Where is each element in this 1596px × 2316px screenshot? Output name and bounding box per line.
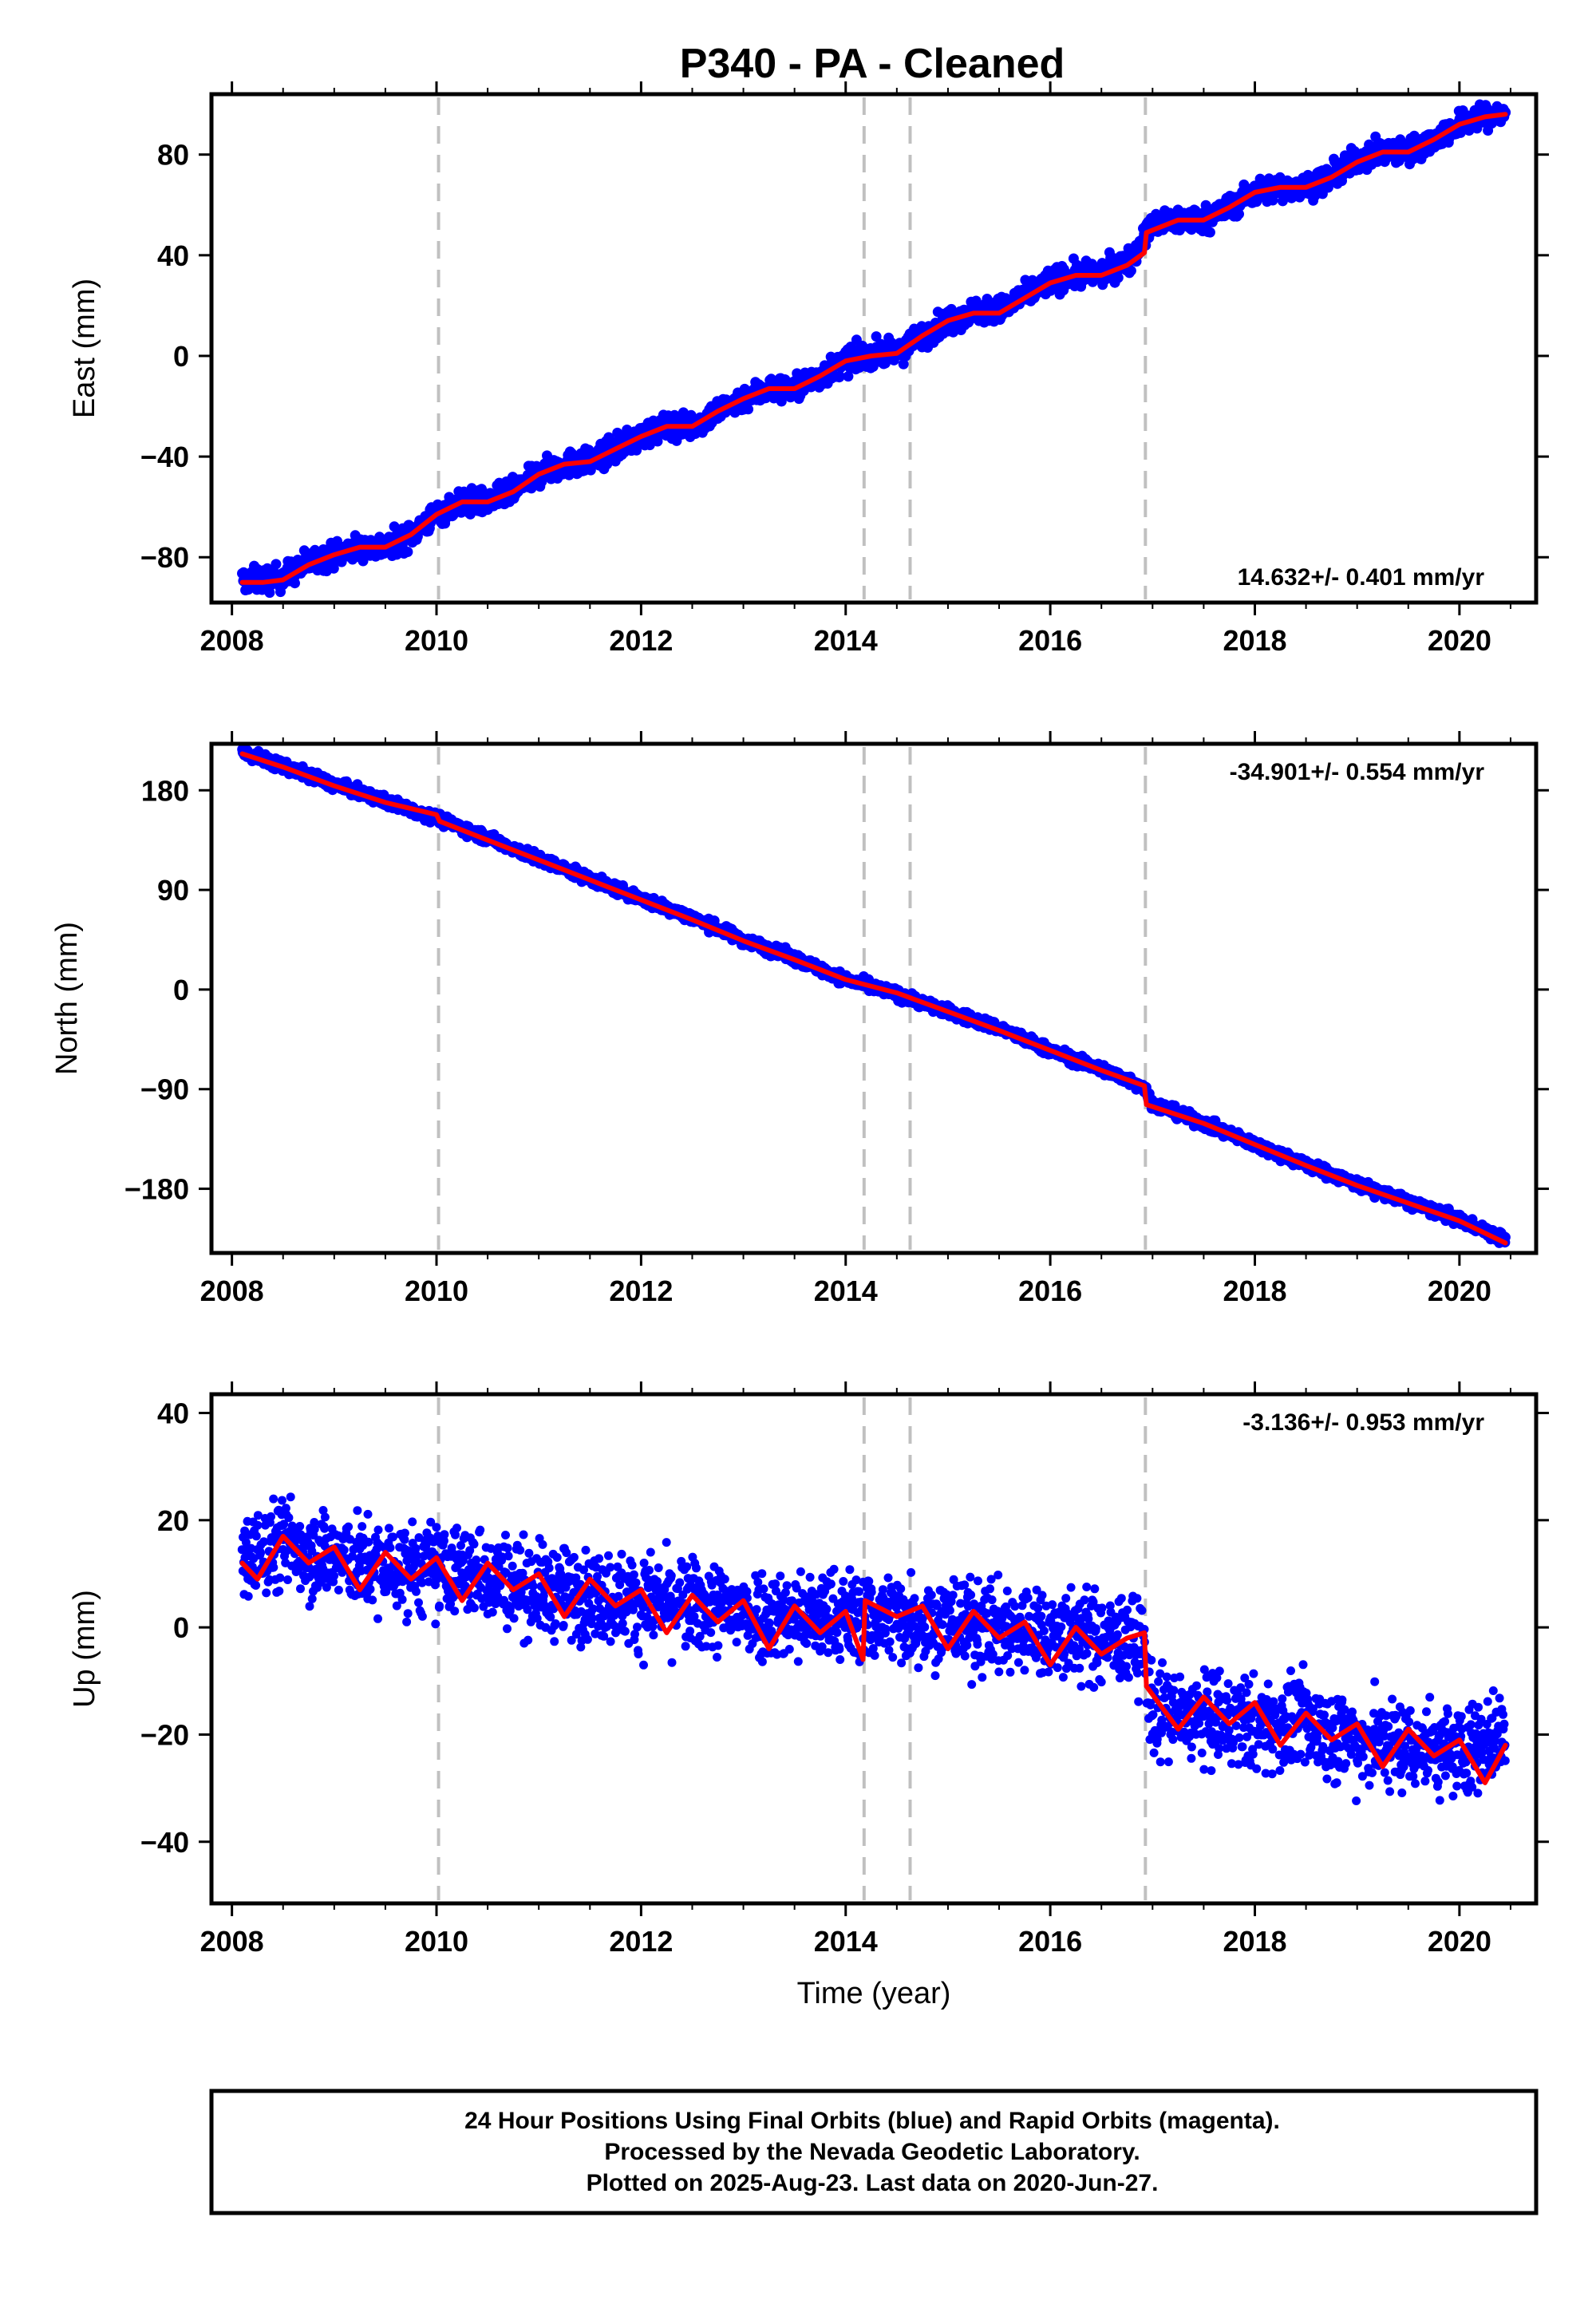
model-line [239,751,1508,1246]
x-tick-label: 2016 [1018,624,1082,657]
y-tick-label: −40 [140,441,189,473]
figure-title: P340 - PA - Cleaned [680,41,1065,87]
y-tick-label: 0 [173,340,189,373]
x-tick-label: 2016 [1018,1275,1082,1307]
x-tick-label: 2020 [1428,1275,1491,1307]
observation-point [240,1553,250,1563]
observation-point [241,1538,251,1547]
east-panel: 2008 2010 2012 2014 2016 2018 2020 −80 −40 0 40 80 E… [68,81,1549,657]
observation-point [652,436,663,447]
observation-point [871,331,882,342]
north-panel: 2008 2010 2012 2014 2016 2018 2020 −180 −90 0 90 18… [50,731,1549,1307]
y-tick-label: −180 [124,1173,189,1206]
model-line [239,112,1508,585]
observation-point [328,563,339,574]
y-tick-label: −80 [140,541,189,574]
observation-point [243,1591,253,1601]
observation-point [566,448,577,459]
observation-point [1112,272,1124,283]
plot-area [237,1492,1510,1805]
axes-frame [209,92,1539,605]
y-tick-label: 180 [141,774,189,807]
observation-point [1204,227,1215,238]
axes-frame [209,741,1539,1255]
x-tick-label: 2008 [200,624,264,657]
observation-point [389,521,400,532]
x-tick-label: 2008 [200,1275,264,1307]
x-tick-label: 2014 [814,624,878,657]
x-tick-label: 2012 [609,624,673,657]
observation-point [834,371,845,382]
up-panel: 2008 2010 2012 2014 2016 2018 2020−40−2002040U… [68,1381,1549,2010]
y-tick-label: −90 [140,1073,189,1106]
plot-area [237,99,1511,599]
observation-point [843,371,854,382]
observation-point [1267,195,1278,206]
x-tick-label: 2018 [1223,1275,1286,1307]
y-tick-label: 80 [157,139,189,172]
observation-point [290,578,300,589]
observation-point [1125,265,1136,276]
y-axis-label: North (mm) [50,922,84,1075]
plot-area [237,744,1511,1248]
y-tick-label: 40 [157,239,189,272]
observation-point [1234,208,1244,219]
observation-point [402,547,413,557]
x-tick-label: 2012 [609,1275,673,1307]
y-axis-label: East (mm) [68,279,101,418]
y-tick-label: 90 [157,874,189,907]
observation-point [743,404,754,415]
x-tick-label: 2020 [1428,624,1491,657]
velocity-rate-label: -34.901+/- 0.554 mm/yr [1230,759,1485,785]
observation-point [271,559,282,570]
observation-point [898,358,909,370]
observation-point [1200,200,1211,211]
y-tick-label: 0 [173,974,189,1006]
velocity-rate-label: 14.632+/- 0.401 mm/yr [1238,564,1485,591]
x-tick-label: 2014 [814,1275,878,1307]
x-tick-label: 2010 [405,1275,468,1307]
x-tick-label: 2018 [1223,624,1286,657]
x-tick-label: 2010 [405,624,468,657]
observation-point [631,445,642,456]
